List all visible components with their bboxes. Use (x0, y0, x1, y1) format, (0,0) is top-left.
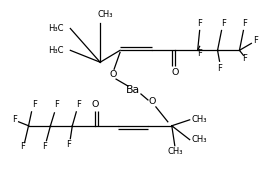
Text: F: F (76, 100, 81, 109)
Text: CH₃: CH₃ (98, 10, 113, 19)
Text: F: F (253, 36, 258, 45)
Text: H₃C: H₃C (48, 46, 63, 55)
Text: O: O (171, 68, 178, 77)
Text: F: F (66, 140, 71, 149)
Text: F: F (242, 19, 247, 28)
Text: F: F (197, 49, 202, 58)
Text: F: F (54, 100, 59, 109)
Text: CH₃: CH₃ (192, 115, 207, 124)
Text: H₃C: H₃C (48, 24, 63, 33)
Text: F: F (242, 54, 247, 63)
Text: F: F (221, 19, 226, 28)
Text: F: F (42, 142, 47, 151)
Text: Ba: Ba (126, 85, 140, 95)
Text: O: O (148, 97, 156, 106)
Text: F: F (217, 64, 222, 73)
Text: O: O (91, 100, 99, 109)
Text: F: F (12, 115, 17, 124)
Text: F: F (32, 100, 37, 109)
Text: F: F (197, 19, 202, 28)
Text: CH₃: CH₃ (192, 135, 207, 144)
Text: O: O (109, 70, 117, 79)
Text: CH₃: CH₃ (167, 147, 183, 156)
Text: F: F (20, 142, 25, 151)
